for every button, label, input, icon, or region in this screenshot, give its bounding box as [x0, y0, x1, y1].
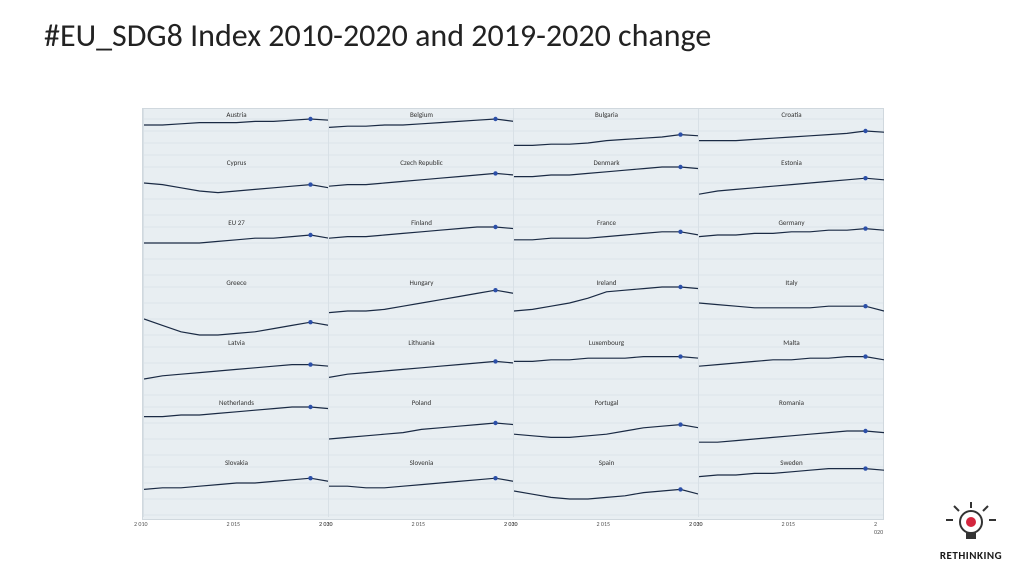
panel-france: France	[513, 217, 699, 277]
panel-spain: Spain	[513, 457, 699, 517]
panel-croatia: Croatia	[698, 109, 884, 157]
panel-sweden: Sweden	[698, 457, 884, 517]
brand-logo: RETHINKING	[936, 502, 1006, 562]
panel-latvia: Latvia	[143, 337, 329, 397]
panel-hungary: Hungary	[328, 277, 514, 337]
panel-slovakia: Slovakia	[143, 457, 329, 517]
x-tick: 2 015	[782, 520, 796, 528]
panel-netherlands: Netherlands	[143, 397, 329, 457]
x-tick: 2 010	[319, 520, 333, 528]
page-title: #EU_SDG8 Index 2010-2020 and 2019-2020 c…	[44, 18, 964, 55]
panel-bulgaria: Bulgaria	[513, 109, 699, 157]
x-tick: 2 015	[597, 520, 611, 528]
panel-cyprus: Cyprus	[143, 157, 329, 217]
panel-ireland: Ireland	[513, 277, 699, 337]
panel-luxembourg: Luxembourg	[513, 337, 699, 397]
panel-poland: Poland	[328, 397, 514, 457]
smallmultiples-grid: AustriaBelgiumBulgariaCroatia CyprusCzech…	[142, 108, 884, 520]
panel-germany: Germany	[698, 217, 884, 277]
panel-slovenia: Slovenia	[328, 457, 514, 517]
x-axis: 2 0102 0152 0202 0102 0152 0202 0102 015…	[142, 520, 882, 534]
panel-greece: Greece	[143, 277, 329, 337]
panel-austria: Austria	[143, 109, 329, 157]
panel-czech-republic: Czech Republic	[328, 157, 514, 217]
panel-eu-27: EU 27	[143, 217, 329, 277]
x-tick: 2 010	[689, 520, 703, 528]
panel-portugal: Portugal	[513, 397, 699, 457]
x-tick: 2 015	[227, 520, 241, 528]
panel-finland: Finland	[328, 217, 514, 277]
x-tick: 2 010	[504, 520, 518, 528]
panel-estonia: Estonia	[698, 157, 884, 217]
brand-text: RETHINKING	[936, 549, 1006, 562]
panel-lithuania: Lithuania	[328, 337, 514, 397]
x-tick: 2 020	[874, 520, 883, 536]
panel-belgium: Belgium	[328, 109, 514, 157]
panel-romania: Romania	[698, 397, 884, 457]
x-tick: 2 010	[134, 520, 148, 528]
panel-malta: Malta	[698, 337, 884, 397]
x-tick: 2 015	[412, 520, 426, 528]
panel-denmark: Denmark	[513, 157, 699, 217]
panel-italy: Italy	[698, 277, 884, 337]
